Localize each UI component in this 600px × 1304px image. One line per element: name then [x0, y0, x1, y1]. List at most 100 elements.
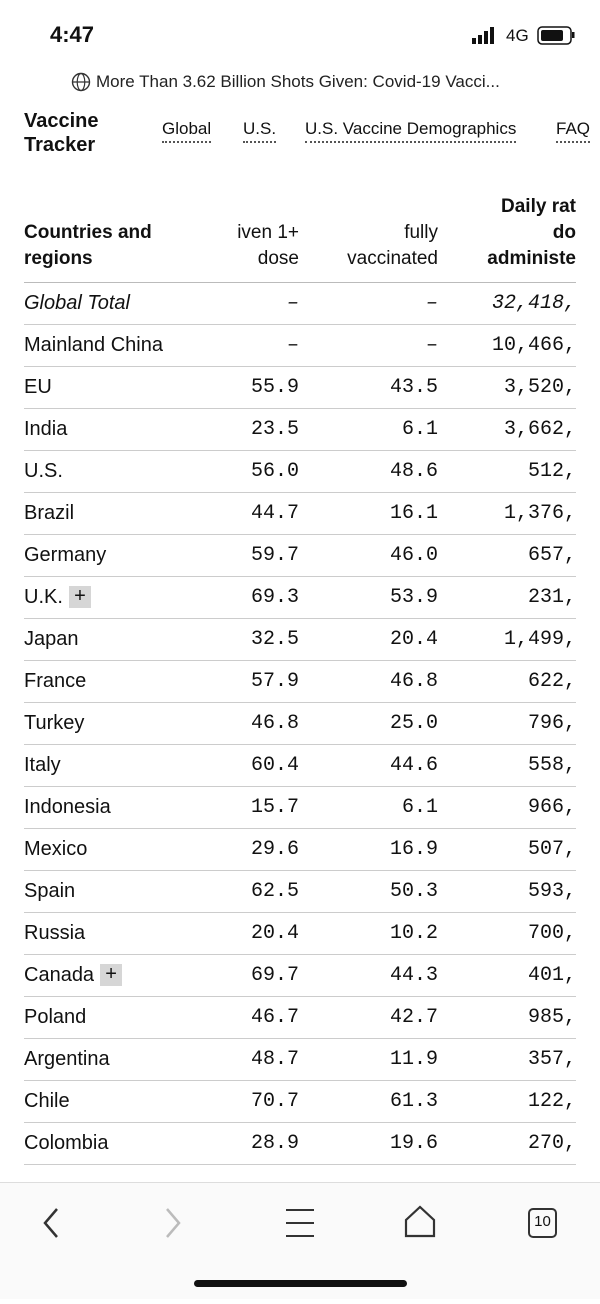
row-label: Colombia: [24, 1132, 108, 1155]
forward-button[interactable]: [166, 1208, 181, 1238]
row-separator: [24, 1164, 576, 1165]
row-name: Germany: [24, 544, 107, 566]
table-cell: 48.6: [389, 460, 438, 483]
row-label: Canada +: [24, 964, 123, 987]
row-separator: [24, 786, 576, 787]
row-separator: [24, 1038, 576, 1039]
tabs-button[interactable]: [528, 1208, 557, 1238]
row-label: EU: [24, 376, 52, 399]
row-name: EU: [24, 376, 52, 398]
row-name: Global Total: [24, 292, 130, 314]
url-title[interactable]: More Than 3.62 Billion Shots Given: Covi…: [96, 72, 500, 91]
row-name: U.S.: [24, 460, 63, 482]
row-label: Brazil: [24, 502, 74, 525]
row-name: Russia: [24, 922, 86, 944]
row-name: Argentina: [24, 1048, 110, 1070]
row-name: Poland: [24, 1006, 87, 1028]
table-cell: 122,: [527, 1090, 576, 1113]
row-separator: [24, 324, 576, 325]
column-header: vaccinated: [347, 248, 438, 269]
row-separator: [24, 1122, 576, 1123]
row-separator: [24, 366, 576, 367]
column-header: Daily rat: [501, 196, 576, 217]
row-label: U.S.: [24, 460, 63, 483]
tabs-count: 10: [534, 1213, 551, 1230]
table-cell: –: [286, 292, 299, 315]
nav-link[interactable]: U.S.: [243, 119, 277, 143]
table-cell: 6.1: [401, 418, 438, 441]
table-cell: 46.7: [250, 1006, 299, 1029]
table-cell: 32,418,: [491, 292, 576, 315]
row-label: Chile: [24, 1090, 70, 1113]
back-button[interactable]: [43, 1208, 58, 1238]
brand[interactable]: Vaccine Tracker: [24, 109, 99, 157]
table-cell: 46.8: [389, 670, 438, 693]
table-cell: 622,: [527, 670, 576, 693]
row-name: Mexico: [24, 838, 88, 860]
row-label: Mainland China: [24, 334, 163, 357]
row-name: Chile: [24, 1090, 70, 1112]
table-cell: 6.1: [401, 796, 438, 819]
row-name: India: [24, 418, 68, 440]
nav-link[interactable]: FAQ: [556, 119, 591, 143]
row-name: Mainland China: [24, 334, 163, 356]
table-cell: 231,: [527, 586, 576, 609]
row-label: Japan: [24, 628, 79, 651]
globe-icon: [71, 72, 91, 92]
table-cell: 28.9: [250, 1132, 299, 1155]
nav-link[interactable]: Global: [162, 119, 212, 143]
table-cell: 23.5: [250, 418, 299, 441]
row-label: Argentina: [24, 1048, 110, 1071]
home-button[interactable]: [404, 1205, 436, 1238]
table-cell: 53.9: [389, 586, 438, 609]
row-label: France: [24, 670, 86, 693]
row-label: Mexico: [24, 838, 87, 861]
row-label: Poland: [24, 1006, 86, 1029]
row-name: Italy: [24, 754, 61, 776]
row-label: Turkey: [24, 712, 84, 735]
status-time: 4:47: [50, 22, 95, 47]
table-cell: 985,: [527, 1006, 576, 1029]
table-cell: 46.0: [389, 544, 438, 567]
home-indicator: [194, 1280, 407, 1287]
brand-line: Vaccine: [24, 110, 99, 132]
table-cell: 48.7: [250, 1048, 299, 1071]
row-label: Global Total: [24, 292, 130, 315]
row-separator: [24, 954, 576, 955]
row-label: Italy: [24, 754, 61, 777]
row-separator: [24, 996, 576, 997]
table-cell: 55.9: [250, 376, 299, 399]
column-header: Countries and: [24, 222, 152, 243]
table-cell: 593,: [527, 880, 576, 903]
table-cell: 44.6: [389, 754, 438, 777]
table-cell: 57.9: [250, 670, 299, 693]
table-cell: 796,: [527, 712, 576, 735]
nav-link[interactable]: U.S. Vaccine Demographics: [305, 119, 517, 143]
column-header: regions: [24, 248, 93, 269]
expand-badge[interactable]: +: [100, 964, 123, 986]
row-name: Japan: [24, 628, 79, 650]
row-label: Spain: [24, 880, 75, 903]
row-separator: [24, 912, 576, 913]
table-cell: 60.4: [250, 754, 299, 777]
row-name: U.K.: [24, 586, 63, 608]
expand-badge[interactable]: +: [68, 586, 91, 608]
toolbar: 10: [0, 1182, 600, 1299]
row-separator: [24, 660, 576, 661]
table-cell: 59.7: [250, 544, 299, 567]
row-name: Canada: [24, 964, 95, 986]
table-cell: 42.7: [389, 1006, 438, 1029]
table-cell: 50.3: [389, 880, 438, 903]
row-separator: [24, 870, 576, 871]
table-cell: 70.7: [250, 1090, 299, 1113]
table-cell: 16.9: [389, 838, 438, 861]
menu-button[interactable]: [286, 1209, 314, 1237]
column-header: dose: [257, 248, 299, 269]
table-cell: 3,520,: [503, 376, 576, 399]
table-cell: 44.7: [250, 502, 299, 525]
table-cell: 32.5: [250, 628, 299, 651]
row-label: Russia: [24, 922, 85, 945]
column-header: fully: [404, 222, 438, 243]
row-name: Turkey: [24, 712, 85, 734]
